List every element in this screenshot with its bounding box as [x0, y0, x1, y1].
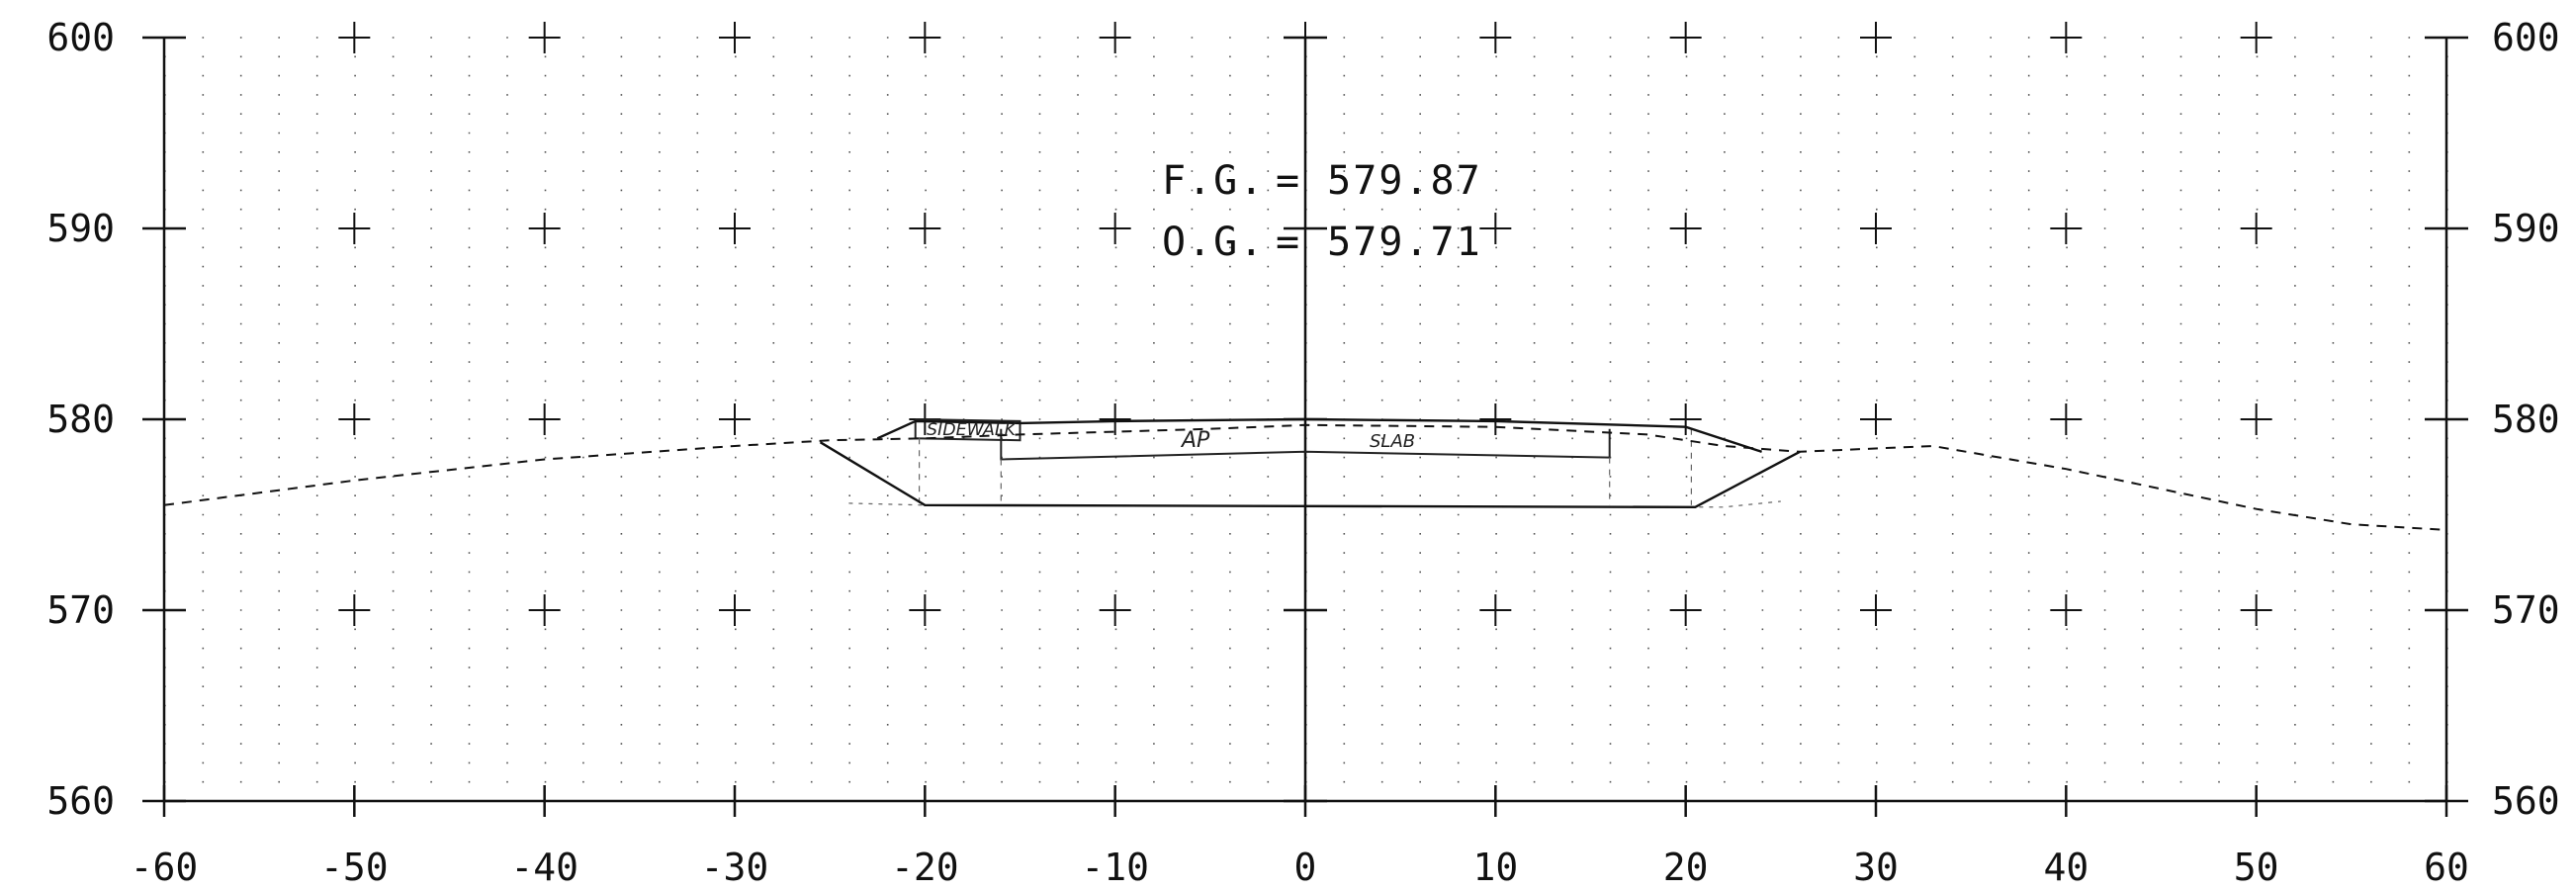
- grid-cross: [1099, 213, 1131, 244]
- x-tick-label: 0: [1294, 846, 1317, 889]
- y-tick-labels-right: 560 570 580 590 600: [2492, 16, 2560, 823]
- grid-cross: [1099, 594, 1131, 626]
- grid-cross: [1860, 22, 1892, 53]
- og-label: O.G.: [1162, 220, 1265, 265]
- grid-cross: [909, 213, 941, 244]
- grid-cross: [2050, 594, 2083, 626]
- grid-cross: [909, 594, 941, 626]
- x-tick-label: 20: [1663, 846, 1709, 889]
- x-tick-label: 40: [2043, 846, 2088, 889]
- x-tick-label: -50: [320, 846, 389, 889]
- grid-cross: [1099, 403, 1131, 435]
- y-tick-label-left: 560: [46, 779, 115, 823]
- sidewalk-label: SIDEWALK: [927, 420, 1018, 440]
- grid-cross: [528, 213, 561, 244]
- y-tick-label-right: 600: [2492, 16, 2560, 59]
- grid-cross: [719, 403, 751, 435]
- grid-cross: [2240, 403, 2272, 435]
- y-tick-label-left: 600: [46, 16, 115, 59]
- y-tick-label-right: 560: [2492, 779, 2560, 823]
- y-tick-labels-left: 560 570 580 590 600: [46, 16, 115, 823]
- grid-cross: [528, 594, 561, 626]
- grid-cross: [1479, 213, 1512, 244]
- grid-cross: [1860, 594, 1892, 626]
- y-tick-label-left: 570: [46, 588, 115, 632]
- grid-cross: [719, 213, 751, 244]
- y-tick-label-left: 580: [46, 398, 115, 441]
- grid-cross: [2050, 403, 2083, 435]
- x-tick-label: -10: [1081, 846, 1149, 889]
- annotations: F.G. = 579.87 O.G. = 579.71: [1162, 158, 1482, 265]
- grid-cross: [528, 22, 561, 53]
- fg-value: = 579.87: [1276, 158, 1482, 204]
- grid-cross: [528, 403, 561, 435]
- grid-cross: [1669, 403, 1702, 435]
- grid-cross: [1479, 22, 1512, 53]
- x-tick-label: 10: [1472, 846, 1518, 889]
- grid-cross: [909, 22, 941, 53]
- grid-cross: [1669, 594, 1702, 626]
- series-lines: [163, 417, 2447, 531]
- original-ground-line: [163, 423, 2447, 531]
- x-tick-label: 60: [2424, 846, 2469, 889]
- approach-slab-outline: [1000, 428, 1611, 461]
- section-outline-line: [876, 417, 1762, 453]
- x-tick-label: 50: [2234, 846, 2279, 889]
- section-outline-line: [819, 441, 1801, 509]
- grid-cross: [338, 22, 371, 53]
- grid-cross: [2050, 213, 2083, 244]
- sidewalk-box: [914, 418, 1022, 442]
- grid-cross: [2050, 22, 2083, 53]
- grid-cross: [1099, 22, 1131, 53]
- y-tick-label-right: 570: [2492, 588, 2560, 632]
- grid-cross: [1479, 403, 1512, 435]
- grid-cross: [2240, 594, 2272, 626]
- x-tick-labels: -60 -50 -40 -30 -20 -10 0 10 20 30 40 50 60: [131, 846, 2469, 889]
- major-grid-crosses: [338, 22, 2272, 626]
- grid-cross: [719, 22, 751, 53]
- x-tick-label: -20: [891, 846, 959, 889]
- fg-label: F.G.: [1162, 158, 1265, 204]
- x-tick-label: -40: [510, 846, 578, 889]
- region-labels: SIDEWALK AP SLAB: [927, 420, 1415, 453]
- grid-cross: [338, 403, 371, 435]
- grid-cross: [338, 213, 371, 244]
- x-tick-label: -30: [701, 846, 769, 889]
- slab-label: SLAB: [1370, 431, 1415, 452]
- axes: [142, 36, 2468, 817]
- grid-cross: [1860, 213, 1892, 244]
- x-tick-label: -60: [131, 846, 199, 889]
- grid-cross: [1669, 22, 1702, 53]
- og-value: = 579.71: [1276, 220, 1482, 265]
- grid-cross: [2240, 213, 2272, 244]
- x-tick-label: 30: [1853, 846, 1899, 889]
- grid-cross: [338, 594, 371, 626]
- grid-cross: [719, 594, 751, 626]
- y-tick-label-right: 590: [2492, 207, 2560, 250]
- grid-cross: [1479, 594, 1512, 626]
- y-tick-label-left: 590: [46, 207, 115, 250]
- grid-cross: [1669, 213, 1702, 244]
- ap-label: AP: [1180, 428, 1210, 453]
- grid-cross: [1860, 403, 1892, 435]
- y-tick-label-right: 580: [2492, 398, 2560, 441]
- grid-cross: [2240, 22, 2272, 53]
